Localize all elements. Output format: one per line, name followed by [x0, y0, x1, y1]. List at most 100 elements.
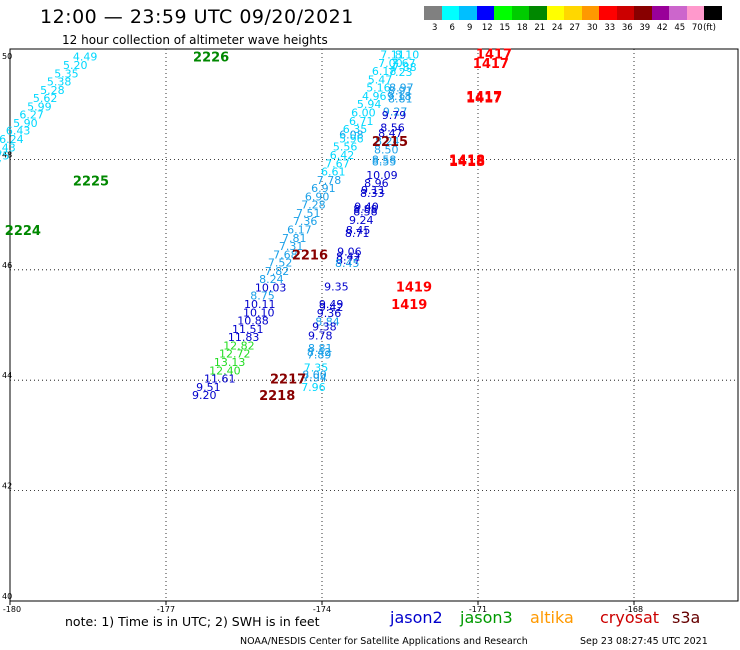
wave-height-label: 8.81	[388, 93, 413, 106]
wave-height-label: 9.78	[308, 329, 333, 342]
wave-height-label: 7.00	[378, 57, 403, 70]
wave-height-label: 7.31	[279, 240, 304, 253]
wave-height-label: 8.10	[395, 49, 420, 62]
wave-height-label: 9.18	[387, 90, 412, 103]
wave-height-label: 9.35	[324, 280, 349, 293]
x-tick-label: -168	[625, 605, 643, 614]
legend-swatch	[564, 6, 582, 20]
wave-height-label: 6.27	[0, 158, 2, 171]
legend-swatch	[529, 6, 547, 20]
wave-height-label: 6.00	[351, 106, 376, 119]
wave-height-label: 8.24	[259, 273, 284, 286]
wave-height-label: 12.40	[209, 364, 241, 377]
wave-height-label: 4.49	[73, 51, 98, 64]
legend-swatch	[686, 6, 704, 20]
pass-time-label: 2216	[292, 248, 328, 263]
wave-height-label: 6.42	[330, 149, 355, 162]
wave-height-label: 9.36	[317, 307, 342, 320]
wave-height-label: 9.06	[337, 246, 362, 259]
wave-height-label: 5.56	[333, 141, 358, 154]
wave-height-label: 9.49	[319, 298, 344, 311]
wave-height-label: 11.83	[228, 331, 260, 344]
wave-height-label: 7.36	[293, 215, 318, 228]
wave-height-label: 7.82	[265, 265, 290, 278]
legend-label: 30	[586, 23, 598, 33]
wave-height-label: 6.71	[349, 115, 374, 128]
wave-height-label: 5.35	[54, 67, 78, 80]
wave-height-label: 8.42	[336, 251, 361, 264]
satellite-jason2: jason2	[390, 608, 443, 627]
legend-label: 33	[604, 23, 616, 33]
wave-height-label: 6.90	[305, 190, 330, 203]
satellite-jason3: jason3	[460, 608, 513, 627]
page-subtitle: 12 hour collection of altimeter wave hei…	[62, 33, 328, 47]
pass-time-label: 2225	[73, 174, 109, 189]
pass-time-label: 2215	[372, 135, 408, 150]
wave-height-label: 8.71	[345, 227, 370, 240]
wave-height-label: 5.90	[13, 117, 38, 130]
x-tick-label: -174	[313, 605, 331, 614]
wave-height-label: 6.91	[311, 182, 336, 195]
satellite-cryosat: cryosat	[600, 608, 660, 627]
wave-height-label: 9.79	[382, 109, 407, 122]
legend-swatch	[599, 6, 617, 20]
wave-height-label: 9.38	[312, 321, 337, 334]
footer-note: note: 1) Time is in UTC; 2) SWH is in fe…	[65, 614, 320, 629]
legend-label: 27	[569, 23, 581, 33]
legend-label: 70	[691, 23, 703, 33]
pass-time-label: 2217	[270, 373, 306, 388]
wave-height-label: 9.11	[361, 184, 386, 197]
pass-time-label: 1417	[466, 92, 502, 107]
pass-time-label: 1418	[449, 155, 485, 170]
wave-height-label: 6.43	[6, 125, 31, 138]
wave-height-label: 7.23	[388, 66, 413, 79]
wave-height-label: 5.20	[63, 59, 88, 72]
y-tick-label: 50	[2, 52, 12, 61]
wave-height-label: 7.78	[317, 174, 342, 187]
wave-height-label: 11.51	[232, 323, 263, 336]
wave-height-label: 8.58	[353, 205, 378, 218]
legend-label: 3	[432, 23, 438, 33]
wave-height-label: 7.52	[268, 257, 293, 270]
wave-height-label: 8.55	[372, 156, 397, 169]
wave-height-label: 4.96	[362, 90, 387, 103]
wave-height-label: 5.28	[40, 84, 65, 97]
pass-time-label: 1417	[473, 57, 509, 72]
wave-height-label: 5.38	[47, 76, 72, 89]
wave-height-label: 6.27	[19, 109, 44, 122]
wave-height-label: 8.47	[378, 127, 403, 140]
legend-swatch	[476, 6, 494, 20]
wave-height-label: 6.24	[0, 133, 24, 146]
legend-label: 42	[656, 23, 668, 33]
wave-height-label: 10.88	[237, 315, 268, 328]
wave-height-label: 9.20	[192, 389, 217, 402]
legend-swatch	[616, 6, 634, 20]
wave-height-label: 8.77	[336, 254, 361, 267]
y-tick-label: 40	[2, 592, 12, 601]
legend-swatch	[424, 6, 442, 20]
legend-swatch	[634, 6, 652, 20]
legend-label: 9	[467, 23, 473, 33]
wave-height-label: 6.75	[0, 150, 10, 163]
pass-time-label: 1419	[396, 280, 432, 295]
pass-time-label: 1419	[391, 298, 427, 313]
wave-height-label: 8.33	[360, 187, 385, 200]
y-tick-label: 46	[2, 261, 12, 270]
legend-label: 36	[621, 23, 633, 33]
wave-height-label: 7.67	[325, 157, 350, 170]
pass-time-label: 2218	[259, 389, 295, 404]
legend-swatch	[441, 6, 459, 20]
wave-height-label: 5.62	[33, 92, 58, 105]
wave-height-label: 7.35	[304, 362, 329, 375]
wave-height-label: 8.96	[364, 177, 389, 190]
wave-height-label: 7.68	[273, 248, 298, 261]
wave-height-label: 6.18	[372, 65, 397, 78]
wave-height-label: 9.27	[383, 105, 408, 118]
pass-time-label: 2224	[5, 224, 41, 239]
wave-height-label: 6.17	[287, 224, 312, 237]
legend-label: 45	[674, 23, 686, 33]
wave-height-label: 8.42	[307, 346, 332, 359]
wave-height-label: 7.28	[301, 199, 326, 212]
legend-swatch	[651, 6, 669, 20]
wave-height-label: 8.50	[374, 143, 399, 156]
